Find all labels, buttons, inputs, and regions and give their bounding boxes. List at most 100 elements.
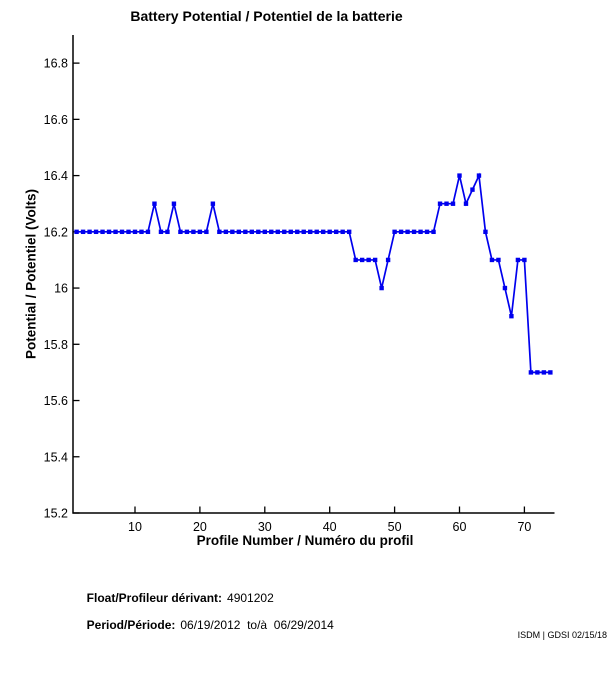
data-point: [541, 370, 547, 375]
data-point: [74, 229, 79, 235]
data-point: [392, 229, 397, 235]
data-point: [424, 229, 430, 235]
data-point: [379, 285, 384, 291]
data-point: [509, 313, 514, 319]
x-tick-label: 60: [453, 520, 467, 534]
x-axis-label: Profile Number / Numéro du profil: [196, 533, 414, 548]
data-point: [327, 229, 332, 235]
y-tick-label: 16.4: [44, 169, 68, 183]
x-tick-label: 10: [128, 520, 142, 534]
data-point: [314, 229, 319, 235]
data-point: [139, 229, 144, 235]
data-point: [132, 229, 138, 235]
data-point: [411, 229, 417, 235]
data-point: [515, 257, 521, 263]
data-point: [80, 229, 86, 235]
data-point: [106, 229, 112, 235]
y-tick-label: 15.4: [44, 450, 68, 464]
y-tick-label: 15.8: [44, 338, 68, 352]
data-point: [243, 229, 248, 235]
data-point: [184, 229, 190, 235]
data-point: [210, 201, 216, 206]
x-tick-label: 50: [388, 520, 402, 534]
data-line: [76, 172, 551, 374]
y-tick-label: 15.6: [44, 394, 68, 408]
data-point: [483, 229, 488, 235]
data-point: [126, 229, 131, 235]
data-point: [359, 257, 365, 263]
x-tick-label: 30: [258, 520, 272, 534]
y-tick-label: 16.8: [44, 57, 68, 71]
data-point: [333, 229, 339, 235]
data-point: [340, 229, 345, 235]
data-point: [353, 257, 358, 263]
data-point: [405, 229, 410, 235]
data-point: [152, 201, 157, 206]
data-point: [217, 229, 222, 235]
data-point: [372, 257, 378, 263]
data-point: [528, 370, 534, 375]
data-point: [295, 229, 300, 235]
data-point: [282, 229, 287, 235]
data-point: [346, 229, 352, 235]
data-point: [197, 229, 203, 235]
data-point: [535, 370, 540, 375]
data-point: [113, 229, 118, 235]
data-point: [100, 229, 105, 235]
data-point: [178, 229, 183, 235]
x-tick-label: 70: [517, 520, 531, 534]
data-point: [223, 229, 229, 235]
data-point: [437, 201, 443, 206]
data-point: [204, 229, 209, 235]
axis-spines: [72, 35, 555, 514]
y-tick-label: 16.6: [44, 113, 68, 127]
data-point: [191, 229, 196, 235]
data-point: [489, 257, 495, 263]
data-point: [366, 257, 371, 263]
data-point: [158, 229, 164, 235]
data-point: [119, 229, 125, 235]
y-tick-label: 16.2: [44, 225, 68, 239]
data-point: [457, 173, 462, 178]
x-tick-label: 40: [323, 520, 337, 534]
data-point: [145, 229, 151, 235]
period-value: 06/19/2012 to/à 06/29/2014: [180, 618, 334, 632]
credit-stamp: ISDM | GDSI 02/15/18: [517, 630, 607, 640]
data-point: [269, 229, 274, 235]
data-point: [398, 229, 404, 235]
data-point: [496, 257, 501, 263]
data-point: [463, 201, 469, 206]
data-point: [165, 229, 170, 235]
data-point: [450, 201, 456, 206]
float-id-label: Float/Profileur dérivant:: [86, 591, 223, 605]
data-point: [301, 229, 306, 235]
y-tick-label: 15.2: [44, 507, 68, 521]
data-point: [522, 257, 527, 263]
data-point: [321, 229, 326, 235]
y-tick-label: 16: [54, 282, 68, 296]
float-id-value: 4901202: [227, 591, 274, 605]
data-point: [444, 201, 449, 206]
data-point: [308, 229, 313, 235]
data-point: [262, 229, 267, 235]
period-line: Period/Période: 06/19/2012 to/à 06/29/201…: [80, 604, 334, 632]
data-point: [476, 173, 482, 178]
data-point: [288, 229, 293, 235]
data-point: [256, 229, 261, 235]
data-point: [548, 370, 553, 375]
data-point: [87, 229, 92, 235]
data-point: [470, 187, 475, 192]
data-point: [230, 229, 235, 235]
period-label: Period/Période:: [86, 618, 176, 632]
data-point: [275, 229, 280, 235]
float-id-line: Float/Profileur dérivant: 4901202: [80, 577, 274, 605]
data-point: [431, 229, 436, 235]
data-point: [249, 229, 255, 235]
data-point: [418, 229, 423, 235]
data-point: [385, 257, 391, 263]
chart-title: Battery Potential / Potentiel de la batt…: [130, 8, 403, 24]
data-point: [93, 229, 99, 235]
data-point: [171, 201, 177, 206]
x-tick-label: 20: [193, 520, 207, 534]
